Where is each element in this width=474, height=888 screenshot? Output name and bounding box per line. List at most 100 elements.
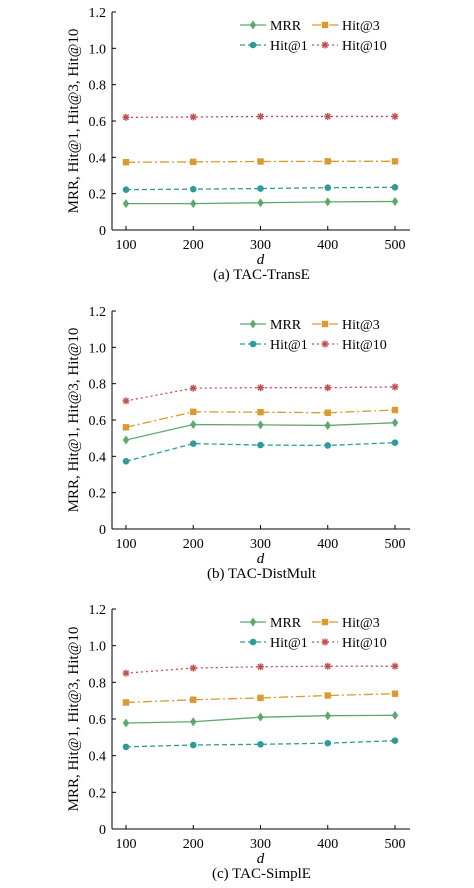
data-point-hit-at-10 [257, 663, 264, 671]
star-stroke [321, 41, 329, 49]
data-point-hit-at-10 [122, 113, 130, 121]
data-point-hit-at-10 [122, 669, 130, 677]
data-point-mrr [324, 420, 331, 430]
legend-marker [249, 638, 257, 646]
data-point-mrr [324, 197, 331, 207]
chart-caption: (a) TAC-TransE [213, 267, 310, 283]
y-tick-label: 1.0 [89, 640, 107, 655]
star-stroke [190, 385, 197, 392]
legend-marker [249, 319, 257, 329]
star-stroke [391, 383, 399, 391]
legend-label: Hit@10 [342, 636, 387, 651]
data-point-hit-at-10 [391, 662, 399, 670]
data-point-mrr [190, 199, 197, 209]
data-point-hit-at-1 [122, 186, 130, 193]
y-tick-label: 0 [99, 523, 106, 538]
star-stroke [391, 663, 399, 670]
data-point-mrr [324, 711, 331, 721]
chart-panel-3: 0 0.2 0.4 0.6 0.8 1.0 1.2 100 200 300 400 500 d MRR, … [66, 603, 410, 882]
chart-panel-1: 0 0.2 0.4 0.6 0.8 1.0 1.2 100 200 300 400 500 d MRR, … [66, 6, 410, 283]
y-tick-label: 0.4 [89, 450, 107, 465]
data-point-mrr [257, 712, 264, 722]
data-point-hit-at-3 [391, 406, 399, 414]
legend-label: Hit@1 [270, 39, 308, 54]
y-tick-label: 0.4 [89, 151, 107, 166]
y-tick-label: 0.4 [89, 750, 107, 765]
x-tick-label: 300 [250, 837, 271, 852]
legend-label: MRR [270, 19, 302, 34]
data-point-hit-at-1 [391, 184, 399, 191]
data-point-hit-at-10 [122, 397, 130, 405]
y-tick-label: 0.2 [89, 786, 107, 801]
data-point-hit-at-1 [189, 440, 197, 447]
data-point-hit-at-10 [189, 113, 197, 121]
y-tick-label: 0.6 [89, 115, 107, 130]
data-point-mrr [391, 710, 399, 720]
data-point-hit-at-3 [257, 694, 264, 702]
x-tick-label: 400 [317, 537, 338, 552]
y-tick-label: 0.6 [89, 414, 107, 429]
legend-label: Hit@1 [270, 636, 308, 651]
legend: MRR Hit@3 Hit@1 Hit@10 [240, 318, 387, 353]
data-point-hit-at-3 [190, 158, 197, 166]
series-line-hit-at-3 [125, 693, 396, 704]
legend: MRR Hit@3 Hit@1 Hit@10 [240, 616, 387, 651]
x-tick-label: 500 [385, 837, 406, 852]
star-stroke [190, 113, 197, 121]
chart-caption: (c) TAC-SimplE [212, 866, 311, 882]
x-tick-label: 400 [317, 238, 338, 253]
star-stroke [257, 663, 264, 670]
data-point-hit-at-3 [257, 158, 264, 165]
legend-marker [321, 21, 329, 29]
data-point-mrr [190, 717, 197, 727]
data-point-hit-at-3 [190, 696, 197, 703]
x-axis-title: d [257, 851, 265, 867]
data-point-hit-at-10 [391, 112, 399, 120]
data-point-hit-at-1 [122, 743, 130, 751]
x-tick-label: 300 [250, 238, 271, 253]
x-tick-label: 200 [183, 238, 204, 253]
data-point-hit-at-10 [324, 112, 332, 120]
x-tick-label: 100 [116, 537, 137, 552]
star-stroke [122, 397, 130, 405]
legend-marker [321, 41, 329, 49]
y-tick-label: 0.2 [89, 188, 107, 203]
data-point-hit-at-3 [391, 158, 399, 165]
y-tick-label: 1.2 [89, 305, 107, 320]
data-point-hit-at-3 [122, 699, 130, 706]
data-point-hit-at-10 [257, 384, 264, 392]
y-tick-label: 0.2 [89, 487, 107, 502]
y-tick-label: 0.8 [89, 378, 107, 393]
data-point-mrr [257, 198, 264, 208]
x-tick-label: 300 [250, 537, 271, 552]
star-stroke [321, 340, 329, 348]
data-point-hit-at-10 [391, 383, 399, 391]
y-tick-label: 0 [99, 823, 106, 838]
y-tick-label: 1.2 [89, 603, 107, 618]
series-line-hit-at-3 [125, 160, 395, 163]
star-stroke [257, 384, 264, 391]
y-axis-title: MRR, Hit@1, Hit@3, Hit@10 [66, 29, 82, 214]
series-line-hit-at-1 [125, 186, 396, 191]
data-point-mrr [122, 718, 130, 728]
legend-marker [249, 617, 257, 627]
data-point-mrr [190, 420, 197, 430]
legend-label: Hit@3 [342, 19, 380, 34]
star-stroke [190, 664, 197, 672]
x-tick-label: 500 [385, 238, 406, 253]
y-tick-label: 0.8 [89, 676, 107, 691]
data-point-hit-at-1 [257, 441, 264, 449]
legend-label: Hit@1 [270, 338, 308, 353]
data-point-hit-at-1 [189, 741, 197, 749]
legend-label: Hit@10 [342, 338, 387, 353]
star-stroke [321, 638, 329, 646]
data-point-mrr [391, 196, 399, 206]
data-point-hit-at-3 [122, 424, 130, 431]
x-tick-label: 100 [116, 837, 137, 852]
data-point-hit-at-1 [324, 442, 332, 449]
x-tick-label: 500 [385, 537, 406, 552]
y-tick-label: 1.2 [89, 6, 107, 21]
data-point-hit-at-3 [190, 408, 197, 416]
data-point-hit-at-1 [189, 185, 197, 193]
